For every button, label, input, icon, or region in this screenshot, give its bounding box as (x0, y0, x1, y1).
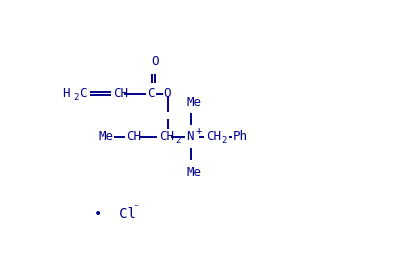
Text: +: + (196, 126, 202, 136)
Text: CH: CH (206, 130, 221, 143)
Text: Me: Me (99, 130, 114, 143)
Text: O: O (163, 87, 171, 100)
Text: 2: 2 (175, 136, 180, 145)
Text: CH: CH (159, 130, 174, 143)
Text: 2: 2 (74, 93, 79, 102)
Text: O: O (151, 55, 159, 68)
Text: C: C (79, 87, 86, 100)
Text: •  Cl: • Cl (94, 207, 136, 221)
Text: C: C (148, 87, 155, 100)
Text: CH: CH (113, 87, 128, 100)
Text: ⁻: ⁻ (132, 203, 139, 216)
Text: 2: 2 (222, 136, 227, 145)
Text: Me: Me (186, 165, 201, 179)
Text: N: N (186, 130, 194, 143)
Text: Me: Me (186, 96, 201, 109)
Text: Ph: Ph (233, 130, 248, 143)
Text: H: H (62, 87, 69, 100)
Text: CH: CH (126, 130, 141, 143)
